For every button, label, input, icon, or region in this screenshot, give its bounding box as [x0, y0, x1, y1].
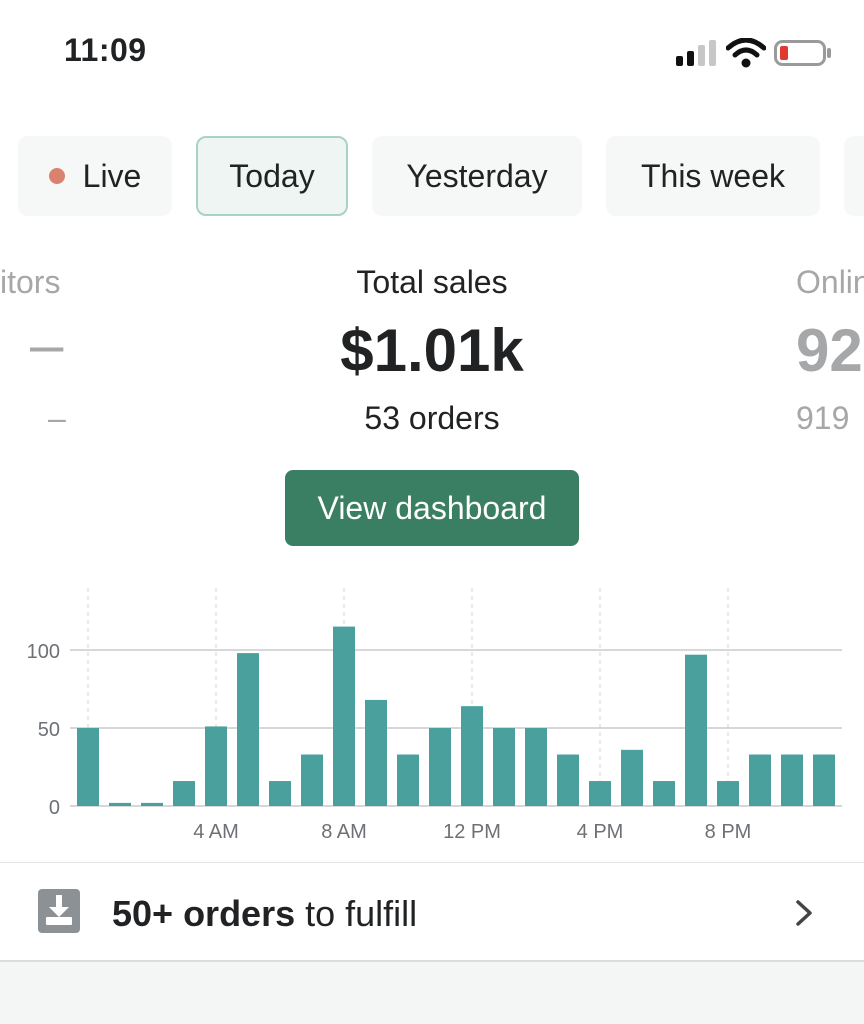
chart-bar: [173, 781, 195, 806]
chart-bar: [621, 749, 643, 806]
status-bar: 11:09: [0, 0, 864, 100]
chart-bar: [781, 754, 803, 806]
chart-bar: [717, 781, 739, 806]
chevron-right-icon: [796, 900, 812, 926]
view-dashboard-button[interactable]: View dashboard: [285, 470, 579, 546]
tab-today[interactable]: Today: [196, 136, 348, 216]
chart-bar: [557, 754, 579, 806]
battery-icon: [774, 40, 831, 66]
tab-yesterday-label: Yesterday: [406, 157, 548, 194]
tab-yesterday[interactable]: Yesterday: [372, 136, 582, 216]
x-tick-label: 8 AM: [321, 821, 367, 843]
tab-next-partial[interactable]: [844, 136, 864, 216]
chart-bar: [493, 728, 515, 806]
chart-bar: [749, 754, 771, 806]
chart-bar: [109, 802, 131, 806]
chart-bar: [333, 626, 355, 806]
chart-bar: [589, 781, 611, 806]
visitors-sub: –: [48, 400, 66, 436]
tab-live-label: Live: [82, 157, 142, 194]
total-sales-label: Total sales: [356, 264, 508, 300]
online-store-value: 92: [796, 317, 863, 384]
total-sales-value: $1.01k: [340, 317, 524, 384]
chart-bar: [813, 754, 835, 806]
chart-bar: [269, 781, 291, 806]
status-time: 11:09: [64, 32, 147, 68]
chart-bar: [77, 728, 99, 806]
chart-bar: [397, 754, 419, 806]
visitors-value: –: [30, 311, 64, 378]
y-tick-label: 100: [27, 641, 60, 663]
x-tick-label: 12 PM: [443, 821, 501, 843]
metrics-carousel[interactable]: itors – – Total sales $1.01k 53 orders O…: [0, 250, 864, 450]
orders-to-fulfill-row[interactable]: 50+ orders to fulfill: [0, 862, 864, 960]
x-tick-label: 4 PM: [577, 821, 624, 843]
chart-bar: [429, 728, 451, 806]
tab-today-label: Today: [229, 157, 315, 194]
online-store-label: Onlin: [796, 264, 864, 300]
total-orders-count: 53 orders: [364, 400, 500, 436]
cellular-signal-icon: [676, 40, 716, 66]
chart-bar: [205, 726, 227, 806]
orders-to-fulfill-count: 50+ orders: [112, 893, 296, 934]
tab-this-week-label: This week: [640, 157, 786, 194]
online-store-sub: 919: [796, 400, 850, 436]
battery-level: [780, 46, 788, 60]
x-tick-label: 8 PM: [705, 821, 752, 843]
chart-bar: [365, 699, 387, 806]
chart-bar: [301, 754, 323, 806]
chart-bar: [653, 781, 675, 806]
y-tick-label: 0: [49, 797, 60, 819]
chart-bar: [141, 802, 163, 806]
orders-to-fulfill-text: 50+ orders to fulfill: [112, 893, 417, 935]
tab-live[interactable]: Live: [18, 136, 172, 216]
inbox-download-icon: [38, 889, 80, 933]
chart-bar: [685, 654, 707, 806]
tab-this-week[interactable]: This week: [606, 136, 820, 216]
period-tabs: Live Today Yesterday This week: [0, 136, 864, 218]
x-tick-label: 4 AM: [193, 821, 239, 843]
bottom-card-edge: [0, 960, 864, 1024]
wifi-icon: [726, 38, 766, 68]
chart-bar: [461, 706, 483, 806]
y-tick-label: 50: [38, 719, 60, 741]
live-indicator-dot: [48, 168, 65, 184]
orders-to-fulfill-suffix: to fulfill: [295, 893, 418, 934]
chart-bar: [237, 653, 259, 806]
visitors-label: itors: [0, 264, 61, 300]
sales-bar-chart: 0 50 100 4 AM 8 AM 12 PM 4 PM 8 PM: [27, 588, 842, 843]
chart-bar: [525, 728, 547, 806]
